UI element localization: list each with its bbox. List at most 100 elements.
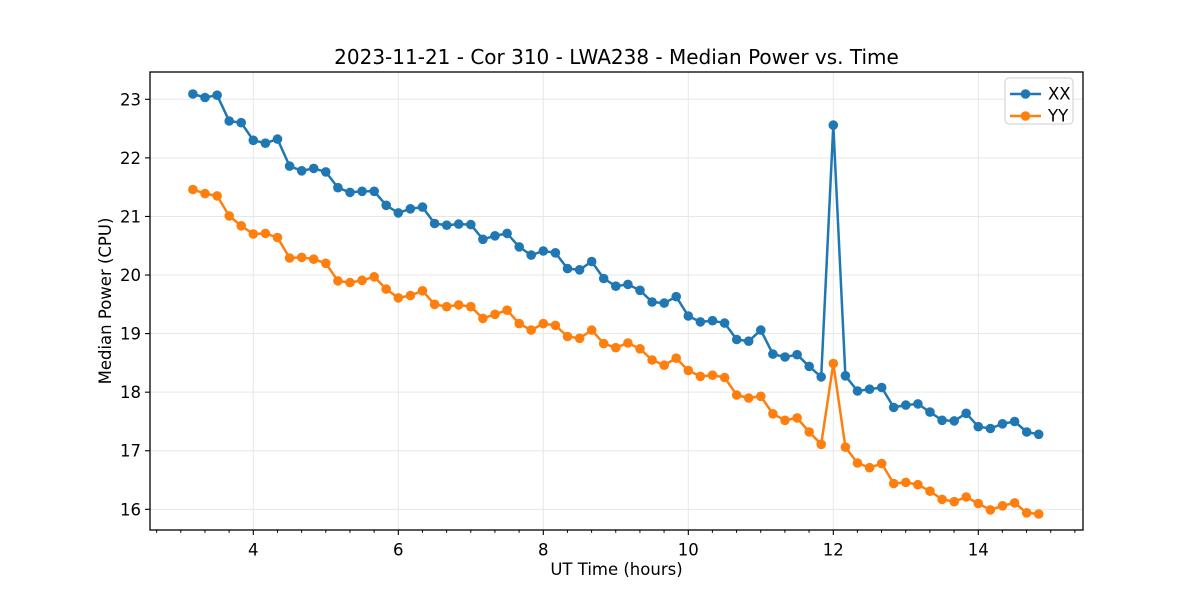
data-point-XX [852,386,863,396]
data-point-XX [913,399,923,409]
data-point-YY [804,427,814,437]
data-point-XX [598,273,609,284]
data-point-XX [925,407,935,417]
data-point-XX [731,334,742,345]
data-point-XX [707,315,718,326]
series-XX [188,89,1044,440]
data-point-YY [478,313,488,324]
chart-title: 2023-11-21 - Cor 310 - LWA238 - Median P… [334,45,899,69]
y-tick-label: 19 [120,325,141,344]
data-point-YY [683,365,694,376]
data-point-YY [659,360,669,371]
data-point-XX [623,279,633,290]
x-tick-label: 12 [823,541,844,560]
data-point-XX [888,402,899,413]
data-point-XX [659,298,669,308]
data-point-XX [574,265,585,275]
data-point-YY [574,333,585,344]
data-point-XX [840,371,851,381]
data-point-YY [876,458,887,469]
data-point-YY [272,232,283,243]
x-tick-label: 14 [968,541,989,560]
data-point-YY [586,325,597,335]
y-tick-label: 17 [120,442,141,461]
data-point-YY [345,277,355,288]
data-point-YY [200,188,210,199]
legend-label: XX [1048,85,1071,104]
data-point-YY [707,370,718,381]
data-point-YY [768,409,778,419]
data-point-YY [393,293,404,303]
data-point-YY [453,300,464,310]
data-point-YY [913,479,923,490]
data-point-XX [647,297,657,307]
data-point-XX [405,204,416,214]
data-point-XX [212,90,222,100]
data-point-YY [550,320,561,331]
data-point-XX [901,400,911,410]
data-point-YY [224,211,234,221]
data-point-XX [1021,427,1032,437]
data-point-YY [695,371,706,382]
data-point-YY [296,252,307,263]
legend-item-XX: XX [1010,85,1071,104]
data-point-YY [901,477,911,488]
data-point-YY [248,229,259,239]
data-point-XX [949,416,959,426]
data-point-YY [333,276,343,286]
series-layer [188,89,1044,519]
data-point-XX [248,135,259,146]
data-point-XX [997,419,1008,429]
legend-marker-YY [1020,111,1031,121]
data-point-YY [1021,508,1032,518]
data-point-YY [236,221,246,231]
y-tick-label: 23 [120,90,141,109]
y-tick-label: 21 [120,207,141,226]
data-point-XX [985,423,996,434]
data-point-XX [743,336,754,347]
series-line-XX [191,92,1040,436]
data-point-XX [333,182,343,193]
data-point-XX [490,231,500,241]
data-point-XX [296,166,307,176]
data-point-YY [816,439,826,450]
data-point-YY [937,494,947,505]
legend-marker-XX [1020,89,1031,99]
axes-layer: 4 6 8 10 12 14 16 17 18 19 20 21 22 23 [120,71,1084,560]
data-point-XX [550,248,561,258]
data-point-YY [562,331,573,342]
data-point-XX [937,415,947,426]
data-point-YY [357,275,367,286]
data-point-YY [381,284,392,294]
y-tick-label: 20 [120,266,141,285]
data-point-YY [780,415,790,426]
data-point-XX [272,134,283,144]
data-point-YY [212,191,222,201]
series-YY [188,184,1044,519]
data-point-YY [441,301,452,312]
data-point-XX [357,186,367,197]
data-point-YY [321,258,331,269]
data-point-XX [200,92,210,103]
data-point-XX [792,349,802,360]
data-point-YY [502,305,512,316]
legend-label: YY [1047,107,1069,126]
data-point-YY [635,344,645,354]
data-point-XX [695,317,706,327]
y-tick-label: 18 [120,383,141,402]
legend-item-YY: YY [1010,107,1069,126]
x-tick-label: 6 [393,541,404,560]
data-point-YY [260,228,271,239]
data-point-XX [816,372,826,382]
data-point-YY [369,272,380,282]
data-point-YY [466,301,476,312]
data-point-XX [719,318,730,328]
data-point-XX [321,167,331,177]
data-point-XX [502,228,512,239]
data-point-YY [743,393,754,403]
data-point-YY [985,505,996,515]
data-point-XX [514,242,524,252]
data-point-YY [623,338,633,348]
